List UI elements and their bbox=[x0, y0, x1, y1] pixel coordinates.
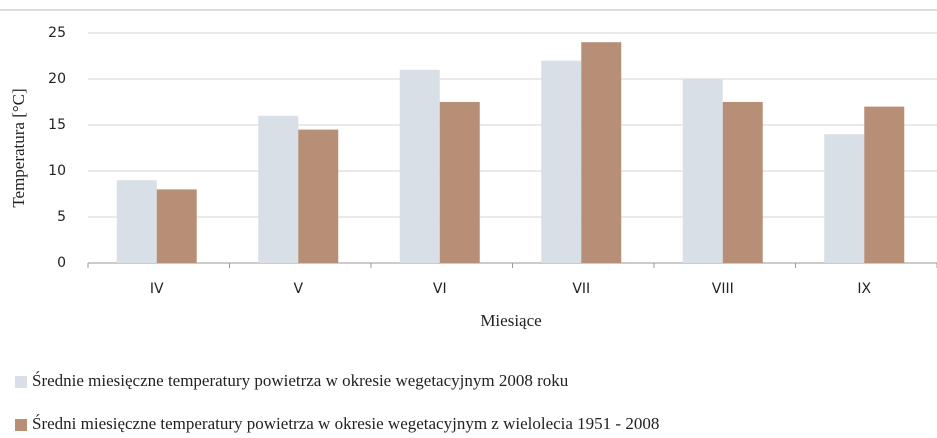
bar bbox=[824, 134, 865, 263]
bar bbox=[541, 60, 582, 263]
y-tick-label: 5 bbox=[57, 209, 66, 225]
bar bbox=[116, 180, 157, 263]
x-tick-label: V bbox=[293, 281, 303, 297]
bar bbox=[298, 129, 339, 263]
x-tick-label: VI bbox=[433, 281, 447, 297]
bar bbox=[722, 102, 763, 263]
y-tick-label: 15 bbox=[48, 117, 66, 133]
x-tick-label: VIII bbox=[712, 281, 734, 297]
x-tick-label: IX bbox=[857, 281, 871, 297]
y-tick-label: 25 bbox=[48, 25, 66, 41]
bar bbox=[581, 42, 622, 264]
bar bbox=[864, 106, 905, 263]
legend-label: Średni miesięczne temperatury powietrza … bbox=[32, 414, 659, 433]
bar bbox=[682, 79, 723, 263]
bar bbox=[399, 69, 440, 263]
x-tick-label: VII bbox=[572, 281, 590, 297]
x-tick-label: IV bbox=[150, 281, 164, 297]
y-tick-label: 10 bbox=[48, 163, 66, 179]
y-axis-label: Temperatura [°C] bbox=[9, 88, 28, 207]
legend-swatch bbox=[15, 376, 27, 388]
legend-label: Średnie miesięczne temperatury powietrza… bbox=[32, 371, 569, 390]
y-tick-label: 0 bbox=[57, 255, 66, 271]
bar bbox=[258, 115, 299, 263]
bar bbox=[156, 189, 197, 263]
bar bbox=[439, 102, 480, 263]
y-tick-label: 20 bbox=[48, 71, 66, 87]
x-axis-label: Miesiące bbox=[480, 311, 541, 330]
legend-swatch bbox=[15, 419, 27, 431]
